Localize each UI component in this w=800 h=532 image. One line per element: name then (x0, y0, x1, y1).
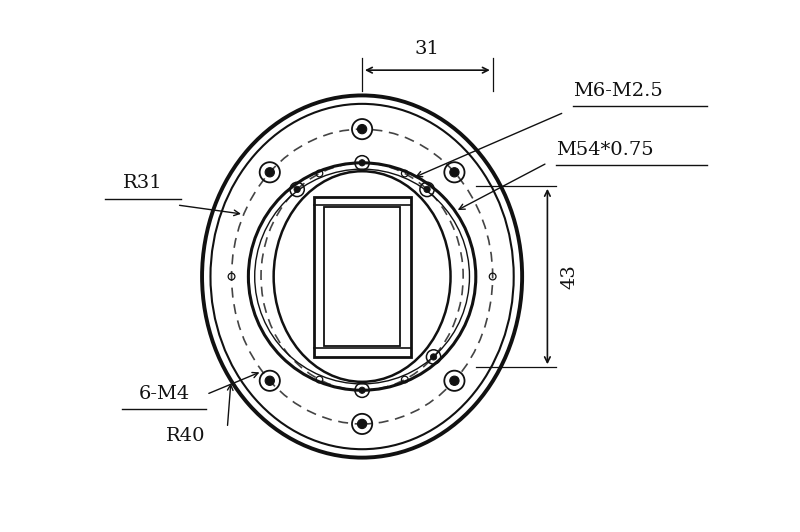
Bar (324, 207, 400, 346)
Circle shape (359, 160, 366, 166)
Text: 43: 43 (560, 264, 578, 289)
Circle shape (424, 186, 430, 193)
Text: 31: 31 (415, 39, 440, 57)
Circle shape (450, 168, 459, 177)
Bar (314, 196, 410, 356)
Circle shape (359, 387, 366, 393)
Circle shape (265, 376, 274, 385)
Circle shape (430, 354, 437, 360)
Text: R31: R31 (123, 174, 163, 192)
Circle shape (265, 168, 274, 177)
Text: M54*0.75: M54*0.75 (556, 140, 654, 159)
Circle shape (358, 124, 366, 134)
Circle shape (450, 376, 459, 385)
Text: M6-M2.5: M6-M2.5 (573, 81, 662, 99)
Text: R40: R40 (166, 427, 205, 445)
Circle shape (294, 186, 300, 193)
Circle shape (358, 419, 366, 429)
Text: 6-M4: 6-M4 (138, 385, 190, 403)
